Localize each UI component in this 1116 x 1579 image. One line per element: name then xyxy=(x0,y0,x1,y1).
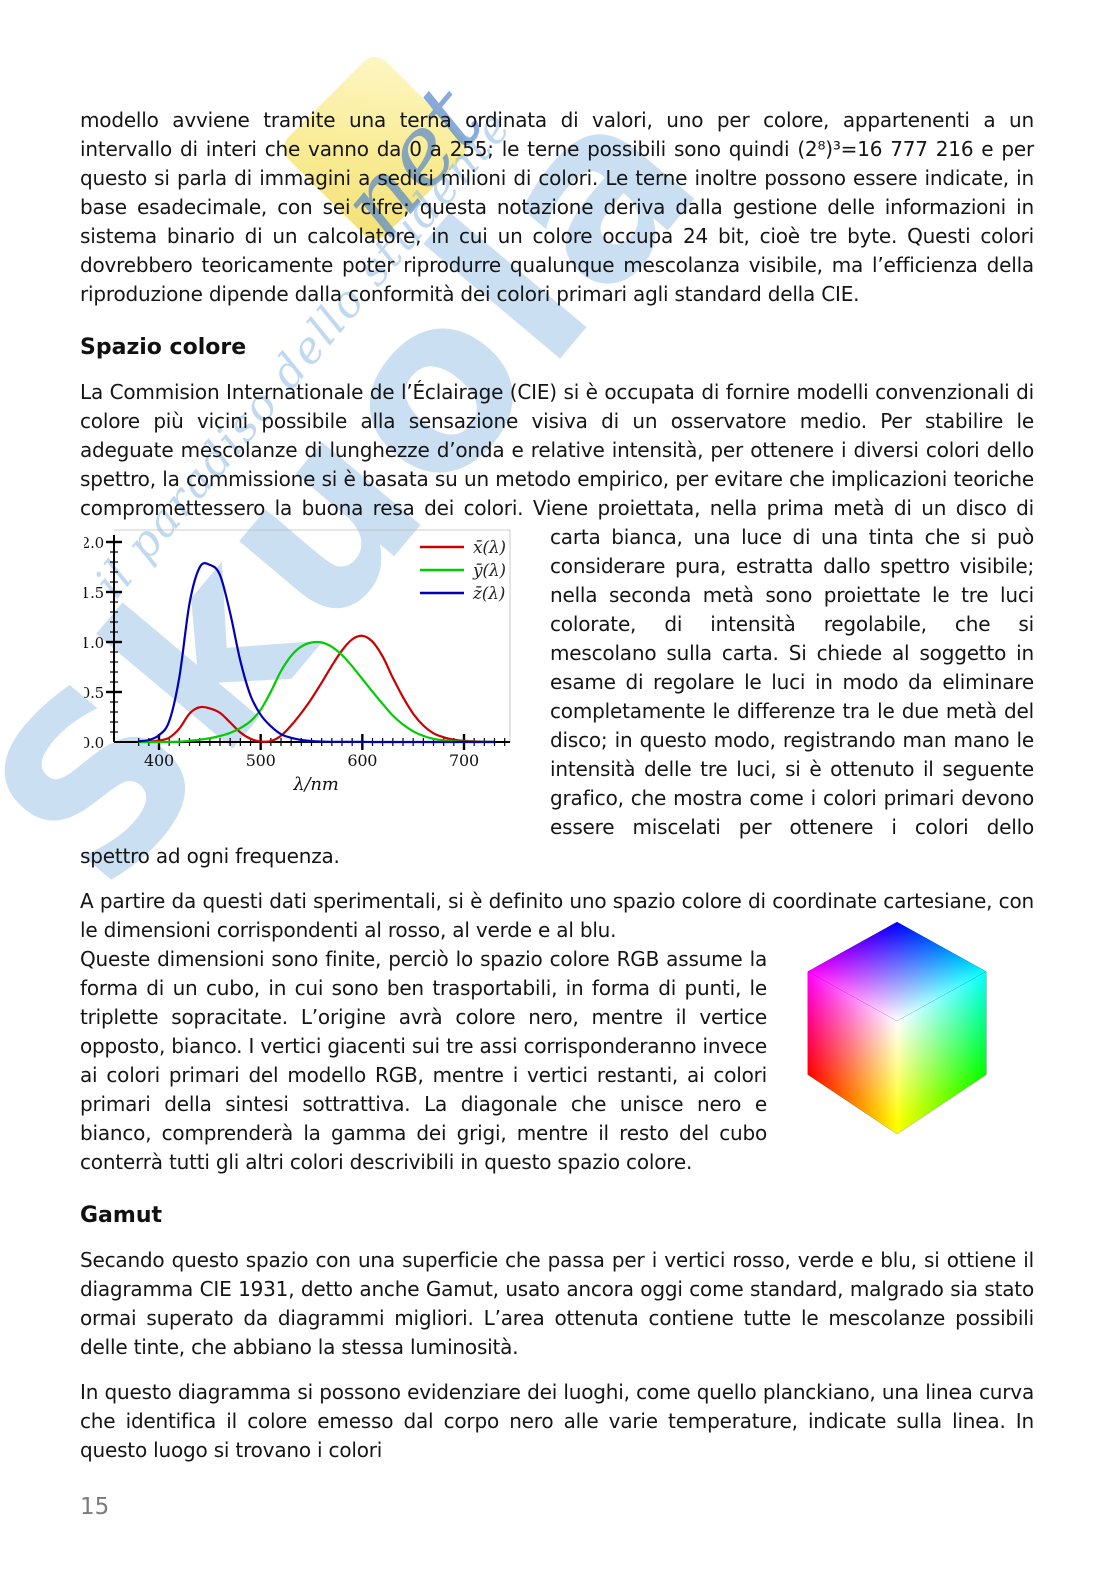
cube-right-face xyxy=(897,971,987,1135)
cie-color-matching-chart: 400 500 600 700 0.0 0.5 1.0 1.5 2.0 λ/nm x̄(λ) ȳ(λ)… xyxy=(81,527,530,814)
paragraph-planckian: In questo diagramma si possono evidenzia… xyxy=(80,1380,1034,1462)
rgb-cube-image xyxy=(787,918,1009,1136)
paragraph-cie: La Commision Internationale de l’Éclaira… xyxy=(80,378,1034,871)
paragraph-rgb-model: modello avviene tramite una terna ordina… xyxy=(80,108,1034,306)
page-content: modello avviene tramite una terna ordina… xyxy=(80,108,1034,1462)
heading-gamut: Gamut xyxy=(80,1203,163,1228)
svg-text:0.0: 0.0 xyxy=(84,734,104,752)
svg-text:700: 700 xyxy=(449,751,479,770)
paragraph-rgb-space: A partire da questi dati sperimentali, s… xyxy=(80,887,1034,1177)
page-number: 15 xyxy=(80,1494,110,1520)
cube-top-face xyxy=(807,921,987,1022)
rgb-cube-svg xyxy=(807,921,987,1135)
svg-text:1.0: 1.0 xyxy=(84,634,104,652)
svg-text:ȳ(λ): ȳ(λ) xyxy=(472,561,506,581)
heading-spazio-colore: Spazio colore xyxy=(80,335,247,360)
svg-text:0.5: 0.5 xyxy=(84,684,104,702)
svg-text:z̄(λ): z̄(λ) xyxy=(472,584,505,604)
cube-left-face xyxy=(807,971,898,1135)
svg-text:x̄(λ): x̄(λ) xyxy=(473,538,506,558)
svg-text:1.5: 1.5 xyxy=(84,584,104,602)
svg-text:λ/nm: λ/nm xyxy=(292,774,338,795)
svg-text:2.0: 2.0 xyxy=(84,534,104,552)
paragraph-cie-before-chart: La Commision Internationale de l’Éclaira… xyxy=(80,380,1034,520)
paragraph-rgb-after-cube: Queste dimensioni sono finite, perciò lo… xyxy=(80,947,767,1174)
cie-chart-svg: 400 500 600 700 0.0 0.5 1.0 1.5 2.0 λ/nm x̄(λ) ȳ(λ)… xyxy=(81,529,511,795)
svg-text:500: 500 xyxy=(246,751,276,770)
paragraph-cie-after-chart: proiettata, nella prima metà di un disco… xyxy=(80,496,1034,868)
svg-text:400: 400 xyxy=(144,751,174,770)
paragraph-gamut: Secando questo spazio con una superficie… xyxy=(80,1248,1034,1359)
paragraph-rgb-before-cube: A partire da questi dati sperimentali, s… xyxy=(80,889,1034,942)
svg-text:600: 600 xyxy=(347,751,377,770)
